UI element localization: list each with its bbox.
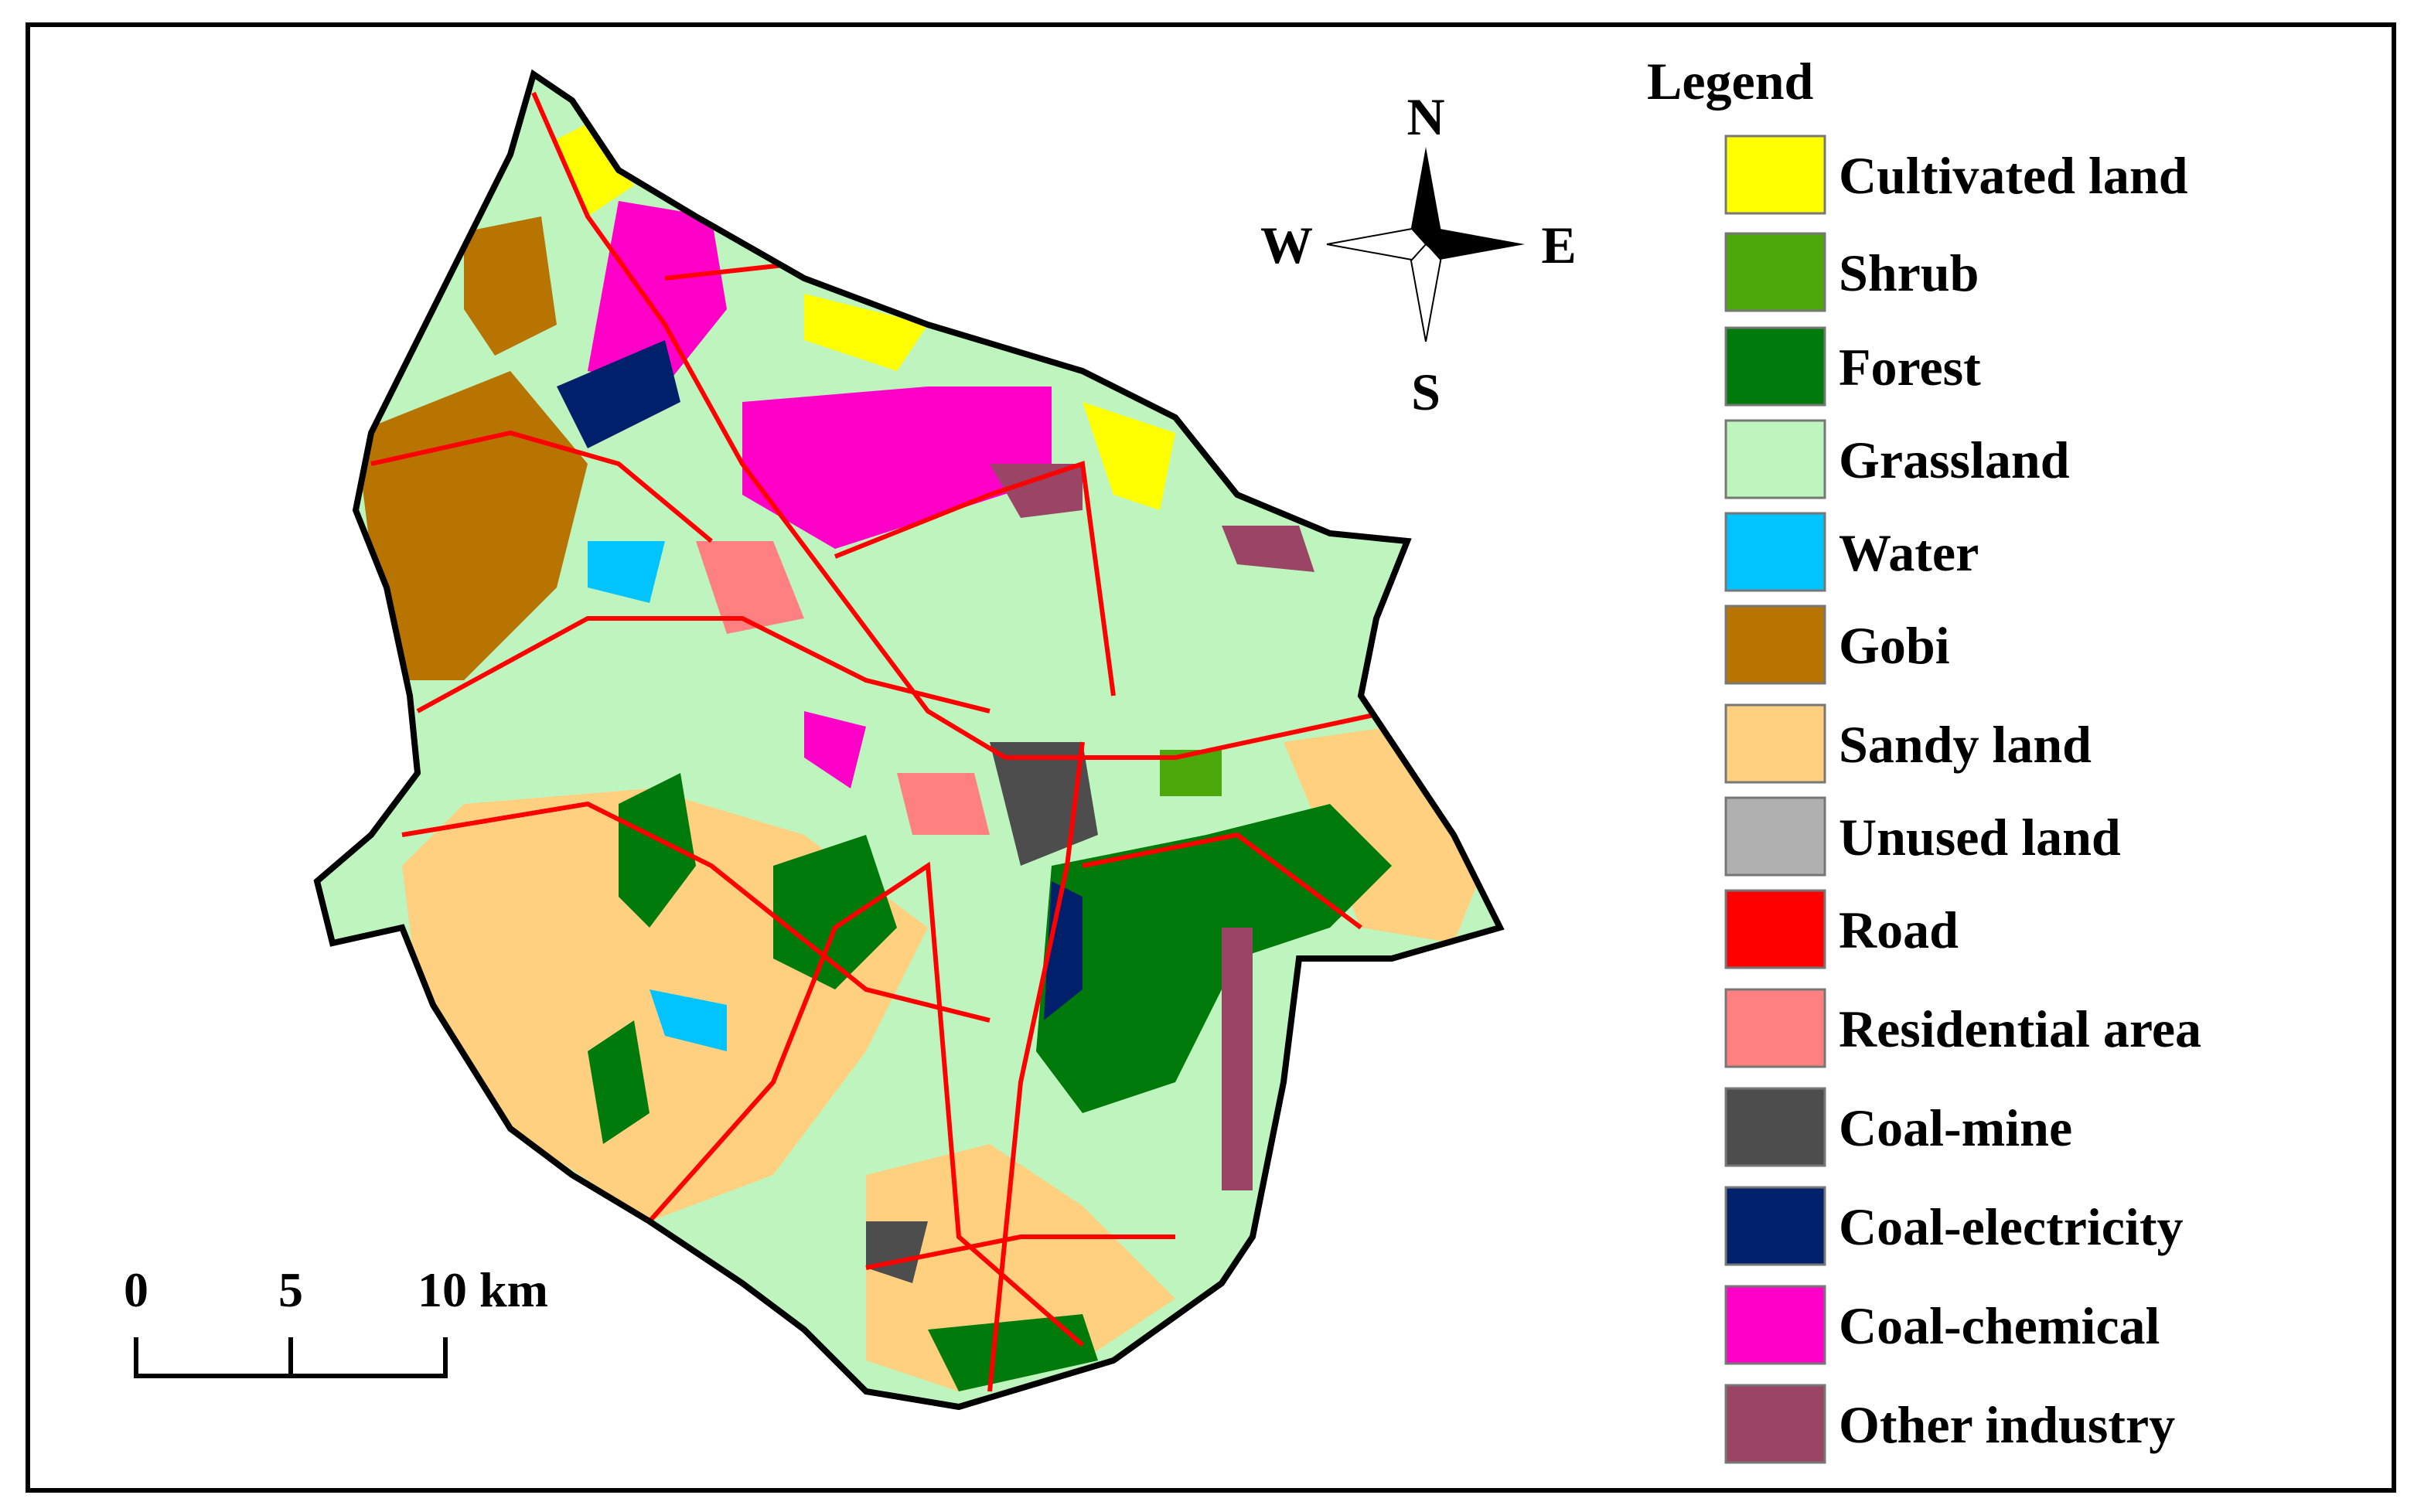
scale-bar: 0 5 10 km: [124, 1262, 548, 1378]
cultivated-patch: [557, 124, 634, 216]
legend-label: Residential area: [1839, 999, 2201, 1058]
compass-label: E: [1541, 216, 1576, 274]
other-industry-patch: [1222, 928, 1253, 1190]
coal-chemical-patch: [742, 387, 1052, 549]
forest-patch: [619, 773, 696, 928]
legend-title: Legend: [1647, 52, 1814, 111]
legend-label: Cultivated land: [1839, 146, 2188, 205]
legend-swatch: [1724, 135, 1826, 215]
cultivated-patch: [1083, 402, 1175, 510]
road: [987, 741, 1085, 1392]
legend-label: Other industry: [1839, 1395, 2175, 1454]
legend-label: Forest: [1839, 338, 1981, 397]
legend-swatch: [1724, 1186, 1826, 1266]
legend-swatch: [1724, 512, 1826, 592]
region-outline: [313, 69, 1505, 1411]
cultivated-patch: [804, 294, 928, 371]
scale-label: 5: [278, 1262, 303, 1317]
legend-label: Coal-mine: [1839, 1098, 2072, 1157]
residential-patch: [897, 773, 990, 835]
legend-swatch: [1724, 889, 1826, 969]
legend-swatch: [1724, 1087, 1826, 1167]
coal-chemical-patch: [804, 711, 866, 788]
coal-electricity-patch: [557, 340, 680, 448]
gobi-patch: [464, 216, 557, 356]
road: [370, 430, 713, 543]
coal-chemical-patch: [588, 201, 727, 387]
residential-patch: [696, 541, 804, 634]
compass-arrow: [1426, 229, 1525, 260]
legend-swatch: [1724, 703, 1826, 784]
forest-patch: [773, 835, 897, 989]
compass-label: N: [1406, 87, 1444, 146]
scale-label: 0: [124, 1262, 148, 1317]
compass-label: W: [1260, 216, 1313, 274]
legend-swatch: [1724, 604, 1826, 685]
scale-label: 10 km: [418, 1262, 548, 1317]
legend: Legend Cultivated land Shrub Forest Grassla…: [1647, 52, 2201, 1464]
roads: [370, 91, 1393, 1392]
other-industry-patch: [1222, 526, 1314, 572]
water-patch: [650, 989, 727, 1051]
sandy-patch: [1284, 727, 1485, 943]
legend-label: Coal-chemical: [1839, 1296, 2160, 1355]
forest-patch: [928, 1314, 1098, 1391]
legend-swatch: [1724, 1384, 1826, 1464]
road: [416, 616, 990, 713]
legend-swatch: [1724, 419, 1826, 499]
other-industry-patch: [990, 464, 1083, 518]
legend-label: Sandy land: [1839, 715, 2092, 774]
legend-label: Gobi: [1839, 616, 1950, 675]
legend-swatch: [1724, 326, 1826, 407]
legend-label: Coal-electricity: [1839, 1197, 2184, 1256]
legend-swatch: [1724, 232, 1826, 312]
road: [401, 801, 990, 1023]
legend-label: Shrub: [1839, 243, 1979, 302]
coal-electricity-patch: [1044, 881, 1083, 1020]
forest-patch: [588, 1020, 650, 1144]
gobi-patch: [356, 371, 588, 680]
legend-swatch: [1724, 796, 1826, 877]
road: [865, 1234, 1175, 1270]
compass-arrow: [1410, 147, 1441, 244]
road: [647, 861, 1084, 1347]
scale-line: [134, 1337, 448, 1378]
coal-mine-patch: [866, 1221, 928, 1283]
legend-label: Unused land: [1839, 808, 2121, 867]
legend-label: Road: [1839, 901, 1959, 959]
road: [834, 461, 1116, 696]
compass: N S W E: [1260, 87, 1577, 421]
road: [1082, 832, 1362, 930]
legend-swatch: [1724, 1285, 1826, 1365]
road: [531, 91, 1393, 760]
legend-label: Grassland: [1839, 431, 2070, 489]
legend-label: Water: [1839, 523, 1979, 582]
legend-swatch: [1724, 988, 1826, 1068]
water-patch: [588, 541, 665, 603]
compass-label: S: [1411, 363, 1441, 421]
